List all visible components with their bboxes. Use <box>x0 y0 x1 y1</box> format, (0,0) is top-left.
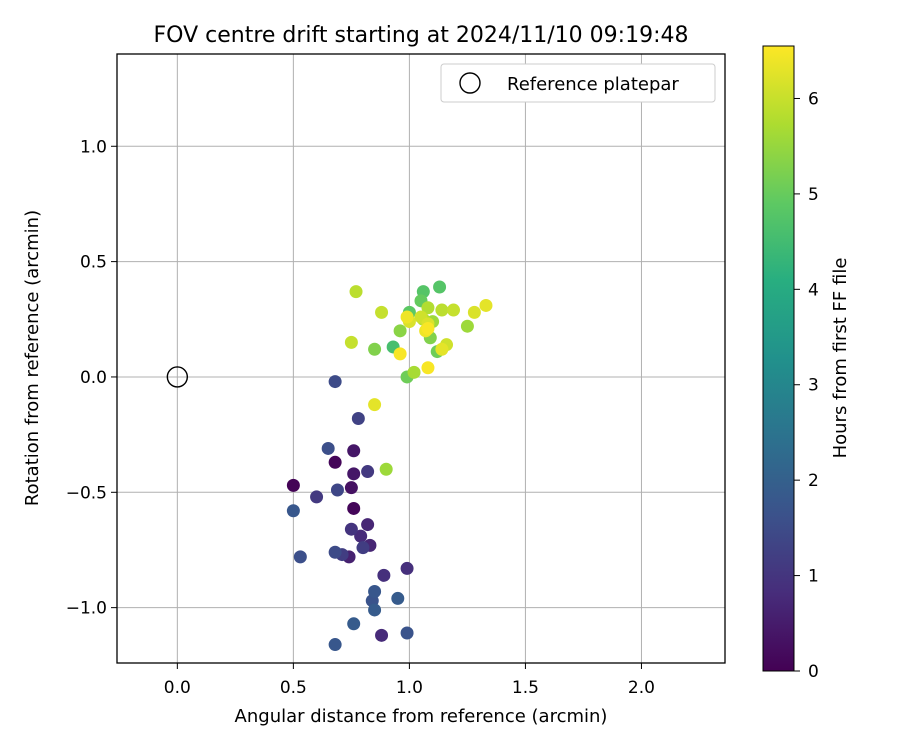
x-tick-label: 0.5 <box>280 678 307 698</box>
colorbar: 0 1 2 3 4 5 6 Hours from first FF file <box>762 45 851 682</box>
data-point <box>328 638 342 652</box>
data-point <box>421 361 435 375</box>
y-tick-label: 0.5 <box>80 253 107 273</box>
data-point <box>361 518 375 532</box>
x-tick-label: 1.5 <box>512 678 539 698</box>
colorbar-tick-label: 4 <box>808 280 819 300</box>
data-point <box>361 465 375 479</box>
data-point <box>400 626 414 640</box>
data-point <box>368 342 382 356</box>
x-axis-label: Angular distance from reference (arcmin) <box>235 706 608 727</box>
data-point <box>467 305 481 319</box>
colorbar-gradient <box>762 45 795 672</box>
data-point <box>344 481 358 495</box>
data-point <box>368 584 382 598</box>
colorbar-tick-label: 0 <box>808 662 819 682</box>
x-tick-label: 1.0 <box>396 678 423 698</box>
data-point <box>446 303 460 317</box>
data-point <box>375 305 389 319</box>
data-point <box>328 375 342 389</box>
data-point <box>328 455 342 469</box>
data-point <box>344 522 358 536</box>
data-point <box>435 303 449 317</box>
y-tick-label: −1.0 <box>66 599 107 619</box>
legend-entry-reference: Reference platepar <box>507 74 679 95</box>
data-point <box>421 301 435 315</box>
x-axis-ticks: 0.0 0.5 1.0 1.5 2.0 <box>164 663 655 698</box>
data-point <box>356 541 370 555</box>
data-point <box>347 444 361 458</box>
data-point <box>310 490 324 504</box>
data-point <box>286 478 300 492</box>
data-point <box>347 501 361 515</box>
data-point <box>421 322 435 336</box>
y-axis-label: Rotation from reference (arcmin) <box>22 210 43 506</box>
colorbar-ticks: 0 1 2 3 4 5 6 <box>794 89 819 682</box>
data-point <box>286 504 300 518</box>
colorbar-tick-label: 3 <box>808 376 819 396</box>
colorbar-tick-label: 2 <box>808 471 819 491</box>
reference-platepar-marker <box>166 366 189 388</box>
data-point <box>328 545 342 559</box>
legend-box <box>440 63 716 103</box>
data-point <box>347 467 361 481</box>
data-point <box>377 568 391 582</box>
data-points <box>286 280 493 652</box>
grid-lines <box>117 54 725 663</box>
colorbar-tick-label: 5 <box>808 185 819 205</box>
data-point <box>368 603 382 617</box>
colorbar-label: Hours from first FF file <box>830 258 851 459</box>
data-point <box>435 342 449 356</box>
data-point <box>400 310 414 324</box>
data-point <box>479 298 493 312</box>
y-tick-label: −0.5 <box>66 483 107 503</box>
data-point <box>347 617 361 631</box>
data-point <box>330 483 344 497</box>
data-point <box>407 365 421 379</box>
data-point <box>379 462 393 476</box>
legend: Reference platepar <box>440 63 716 103</box>
data-point <box>368 398 382 412</box>
data-point <box>349 285 363 299</box>
data-point <box>393 324 407 338</box>
data-point <box>321 441 335 455</box>
chart-title: FOV centre drift starting at 2024/11/10 … <box>154 23 689 48</box>
legend-reference-marker <box>459 72 481 94</box>
y-tick-label: 0.0 <box>80 368 107 388</box>
data-point <box>400 561 414 575</box>
reference-marker-group <box>166 366 189 388</box>
y-tick-label: 1.0 <box>80 137 107 157</box>
x-tick-label: 2.0 <box>628 678 655 698</box>
plot-frame <box>116 53 726 664</box>
data-point <box>375 628 389 642</box>
data-point <box>391 591 405 605</box>
data-point <box>460 319 474 333</box>
data-point <box>393 347 407 361</box>
colorbar-tick-label: 6 <box>808 89 819 109</box>
y-axis-ticks: −1.0 −0.5 0.0 0.5 1.0 <box>66 137 117 619</box>
data-point <box>344 335 358 349</box>
colorbar-tick-label: 1 <box>808 567 819 587</box>
data-point <box>354 529 368 543</box>
data-point <box>293 550 307 564</box>
x-tick-label: 0.0 <box>164 678 191 698</box>
data-point <box>351 411 365 425</box>
data-point <box>433 280 447 294</box>
